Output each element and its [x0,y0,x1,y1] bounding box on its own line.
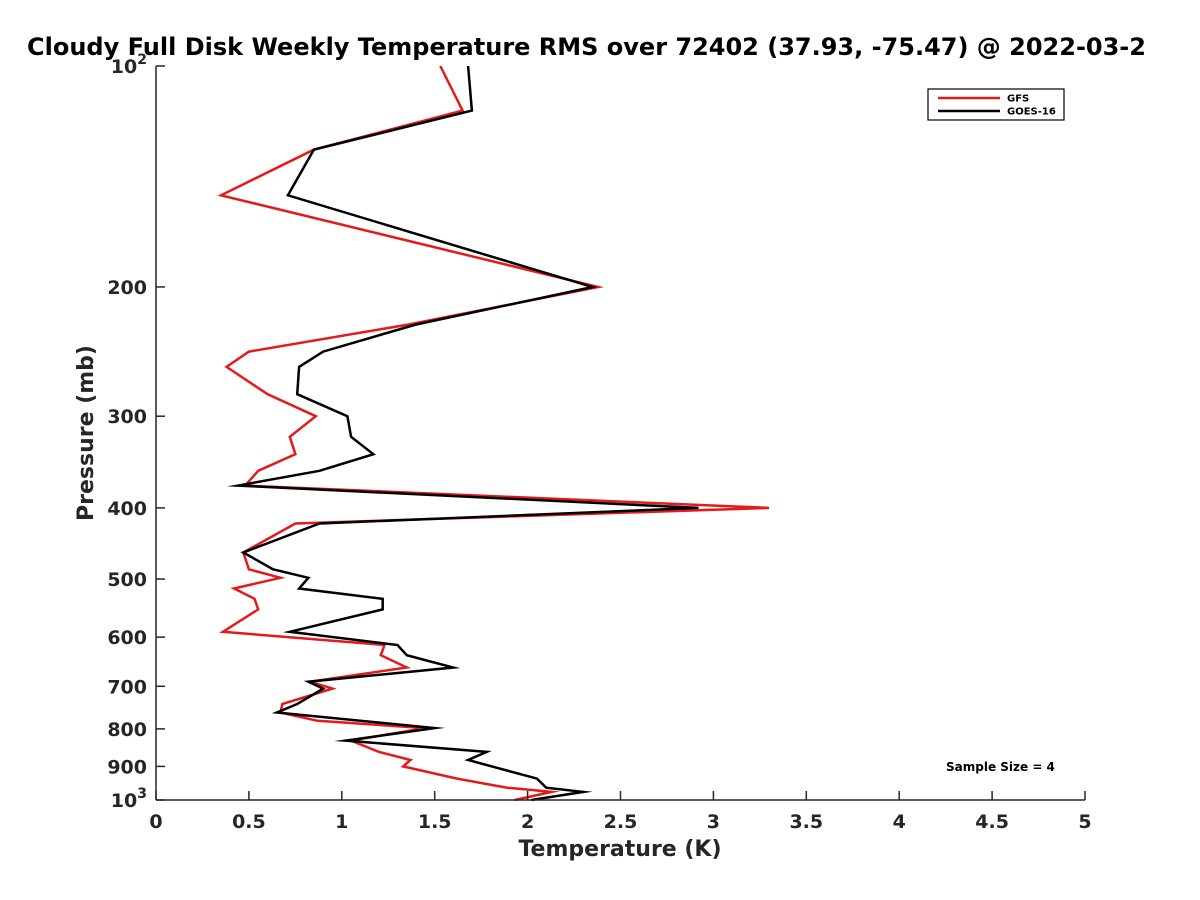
y-tick-label: 300 [107,406,147,428]
x-tick-label: 3.5 [789,811,823,833]
legend: GFS GOES-16 [927,88,1065,121]
x-axis-label: Temperature (K) [518,837,721,862]
chart-title: Cloudy Full Disk Weekly Temperature RMS … [27,33,1146,61]
x-tick-label: 0 [149,811,162,833]
x-tick-label: 0.5 [232,811,266,833]
x-tick-label: 3 [707,811,720,833]
y-tick-label: 103 [111,786,147,812]
y-tick-label: 102 [111,52,147,78]
x-tick-label: 4.5 [975,811,1009,833]
y-tick-label: 400 [107,498,147,520]
y-axis-label: Pressure (mb) [74,345,99,521]
y-tick-label: 600 [107,627,147,649]
y-tick-label: 900 [107,756,147,778]
sample-size-annotation: Sample Size = 4 [946,760,1055,774]
y-tick-label: 200 [107,277,147,299]
legend-box [927,88,1065,121]
y-tick-label: 500 [107,569,147,591]
series-line-gfs [217,65,770,802]
x-tick-label: 5 [1078,811,1091,833]
y-tick-label: 800 [107,719,147,741]
legend-label-gfs: GFS [1007,94,1029,105]
legend-label-goes16: GOES-16 [1007,107,1056,118]
y-tick-label: 700 [107,676,147,698]
y-ticks: 102 200 300 400 500 600 700 800 900 103 [107,52,165,812]
plot-area: 0 0.5 1 1.5 2 2.5 3 3.5 4 4.5 5 102 200 300 400 500 600… [107,52,1091,833]
x-tick-label: 2 [521,811,534,833]
series-layer [217,65,770,802]
x-tick-label: 1 [335,811,348,833]
x-tick-label: 2.5 [604,811,638,833]
x-tick-label: 1.5 [418,811,452,833]
x-tick-label: 4 [893,811,906,833]
x-ticks: 0 0.5 1 1.5 2 2.5 3 3.5 4 4.5 5 [149,791,1092,833]
series-line-goes16 [226,65,699,802]
